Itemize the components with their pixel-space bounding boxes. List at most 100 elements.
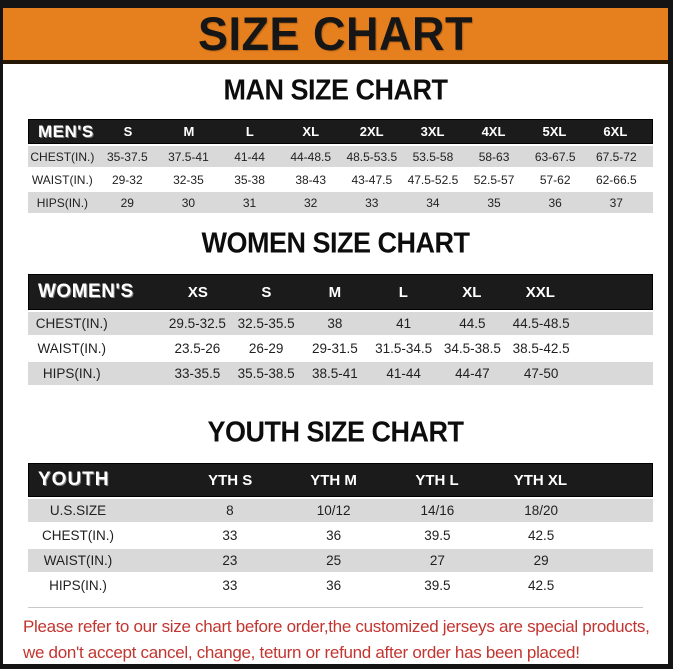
row-cell: 18/20	[524, 503, 559, 518]
row-cell: 47-50	[523, 366, 559, 381]
row-cell: 37.5-41	[168, 149, 209, 164]
header-label: YOUTH	[38, 469, 110, 490]
row-cell: 34.5-38.5	[443, 341, 501, 356]
row-cell: 32-35	[173, 172, 204, 187]
row-cell: 44-47	[455, 366, 490, 381]
header-col: L	[398, 283, 408, 301]
footer-notice: Please refer to our size chart before or…	[23, 614, 654, 666]
row-cell: 36	[326, 528, 342, 543]
table-bottom-divider	[28, 607, 643, 608]
table-row: HIPS(IN.) 29 30 31 32 33 34 35 36 37	[28, 192, 653, 213]
header-col: XXL	[525, 283, 555, 301]
banner-title: SIZE CHART	[198, 6, 473, 61]
row-cell: 23	[222, 553, 238, 568]
row-cell: 67.5-72	[595, 149, 637, 164]
header-col: YTH XL	[513, 471, 568, 489]
row-cell: 29	[533, 553, 549, 568]
row-cell: 38-43	[295, 172, 327, 187]
row-cell: 41-44	[234, 149, 265, 164]
header-col: M	[183, 124, 195, 139]
table-row: CHEST(IN.) 29.5-32.5 32.5-35.5 38 41 44.5 44.5…	[28, 312, 653, 335]
row-cell: 42.5	[527, 578, 555, 593]
row-cell: 36	[326, 578, 342, 593]
row-cell: 44.5	[459, 316, 486, 331]
banner: SIZE CHART	[3, 6, 668, 64]
footer-line-2: we don't accept cancel, change, teturn o…	[23, 643, 580, 662]
row-cell: 57-62	[539, 172, 571, 187]
table-header-row: YOUTH YTH S YTH M YTH L YTH XL	[28, 463, 653, 497]
header-col: XL	[302, 124, 320, 139]
row-cell: 31.5-34.5	[375, 341, 433, 356]
row-cell: 32	[304, 195, 318, 210]
row-cell: 39.5	[424, 528, 451, 543]
row-cell: 30	[181, 195, 196, 210]
row-cell: 38.5-42.5	[512, 341, 570, 356]
footer-line-1: Please refer to our size chart before or…	[23, 617, 650, 636]
size-table-youth: YOUTH YTH S YTH M YTH L YTH XL U.S.SIZE 8 10/12…	[28, 463, 653, 597]
row-cell: 29-31.5	[311, 341, 358, 356]
row-cell: 32.5-35.5	[237, 316, 295, 331]
content-canvas: SIZE CHART MAN SIZE CHART MEN'S S M L XL 2XL 3X…	[3, 6, 668, 666]
row-cell: 33	[222, 578, 238, 593]
row-cell: 26-29	[248, 341, 284, 356]
row-cell: 29.5-32.5	[168, 316, 226, 331]
row-cell: 8	[226, 503, 234, 518]
row-cell: 62-66.5	[595, 172, 637, 187]
row-cell: 31	[242, 195, 257, 210]
size-table-women: WOMEN'S XS S M L XL XXL CHEST(IN.) 29.5-32.5 32.5…	[28, 274, 653, 385]
row-cell: 37	[609, 195, 623, 210]
section-title-women: WOMEN SIZE CHART	[201, 227, 471, 259]
row-label: WAIST(IN.)	[31, 172, 93, 187]
table-header-row: WOMEN'S XS S M L XL XXL	[28, 274, 653, 310]
header-col: 3XL	[420, 124, 445, 139]
section-title-youth: YOUTH SIZE CHART	[207, 416, 464, 448]
size-charts: MAN SIZE CHART MEN'S S M L XL 2XL 3XL 4XL 5XL 6XL C…	[3, 74, 668, 597]
row-label: U.S.SIZE	[49, 503, 107, 518]
header-label: MEN'S	[38, 121, 94, 141]
table-header-row: MEN'S S M L XL 2XL 3XL 4XL 5XL 6XL	[28, 119, 653, 144]
row-cell: 29-32	[111, 172, 143, 187]
row-cell: 47.5-52.5	[407, 172, 459, 187]
header-col: YTH S	[208, 471, 253, 489]
row-cell: 53.5-58	[412, 149, 454, 164]
row-label: HIPS(IN.)	[36, 195, 89, 210]
size-table-man: MEN'S S M L XL 2XL 3XL 4XL 5XL 6XL CHEST(IN.) 35-37…	[28, 119, 653, 213]
row-cell: 58-63	[478, 149, 510, 164]
header-col: 4XL	[481, 124, 506, 139]
row-cell: 42.5	[527, 528, 555, 543]
row-cell: 33-35.5	[174, 366, 221, 381]
header-col: YTH L	[415, 471, 459, 489]
row-label: CHEST(IN.)	[42, 528, 114, 543]
row-cell: 29	[120, 195, 134, 210]
header-col: S	[123, 124, 133, 139]
header-col: S	[261, 283, 272, 301]
header-label: WOMEN'S	[38, 281, 134, 302]
row-cell: 34	[426, 195, 440, 210]
row-label: WAIST(IN.)	[37, 341, 107, 356]
header-col: 2XL	[359, 124, 384, 139]
row-cell: 35-38	[234, 172, 265, 187]
row-cell: 36	[548, 195, 562, 210]
row-cell: 23.5-26	[174, 341, 221, 356]
header-col: M	[328, 283, 342, 301]
table-row: HIPS(IN.) 33 36 39.5 42.5	[28, 574, 653, 597]
row-cell: 44-48.5	[290, 149, 332, 164]
row-cell: 41	[396, 316, 412, 331]
header-col: L	[245, 124, 254, 139]
header-col: XS	[187, 283, 208, 301]
row-label: WAIST(IN.)	[43, 553, 113, 568]
row-cell: 35.5-38.5	[237, 366, 295, 381]
row-cell: 41-44	[386, 366, 421, 381]
table-row: HIPS(IN.) 33-35.5 35.5-38.5 38.5-41 41-44 44-…	[28, 362, 653, 385]
table-row: WAIST(IN.) 23.5-26 26-29 29-31.5 31.5-34.5 34…	[28, 337, 653, 360]
table-row: U.S.SIZE 8 10/12 14/16 18/20	[28, 499, 653, 522]
row-label: HIPS(IN.)	[49, 578, 107, 593]
row-cell: 35-37.5	[106, 149, 148, 164]
row-cell: 25	[326, 553, 342, 568]
row-label: HIPS(IN.)	[42, 366, 101, 381]
row-label: CHEST(IN.)	[35, 316, 108, 331]
row-cell: 33	[365, 195, 379, 210]
row-cell: 27	[429, 553, 445, 568]
row-cell: 35	[487, 195, 501, 210]
row-cell: 43-47.5	[351, 172, 393, 187]
